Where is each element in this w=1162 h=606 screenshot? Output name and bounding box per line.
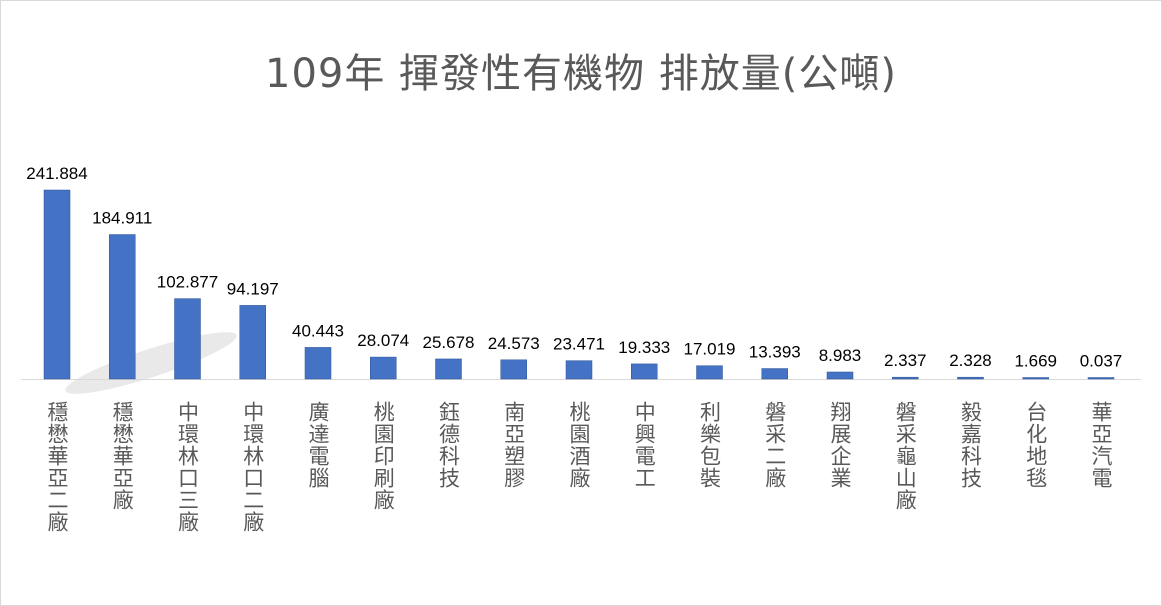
data-label-13: 8.983 bbox=[819, 346, 862, 365]
data-label-7: 25.678 bbox=[423, 333, 475, 352]
bar-13 bbox=[826, 371, 854, 380]
data-label-17: 0.037 bbox=[1080, 352, 1123, 371]
data-label-12: 13.393 bbox=[749, 343, 801, 362]
bar-5 bbox=[304, 347, 332, 380]
bar-3 bbox=[174, 298, 201, 380]
data-label-16: 1.669 bbox=[1014, 352, 1057, 371]
data-label-10: 19.333 bbox=[618, 338, 670, 357]
bar-14 bbox=[892, 376, 919, 380]
data-label-15: 2.328 bbox=[949, 351, 992, 370]
category-label-2: 穩懋華亞廠 bbox=[110, 401, 134, 511]
category-label-16: 台化地毯 bbox=[1024, 401, 1048, 489]
bar-11 bbox=[696, 365, 723, 380]
data-label-9: 23.471 bbox=[553, 335, 605, 354]
bar-2 bbox=[109, 234, 136, 380]
data-label-6: 28.074 bbox=[357, 331, 409, 350]
data-label-14: 2.337 bbox=[884, 351, 927, 370]
bar-12 bbox=[761, 368, 788, 380]
category-label-6: 桃園印刷廠 bbox=[371, 401, 395, 511]
bar-4 bbox=[239, 305, 266, 380]
category-label-3: 中環林口三廠 bbox=[176, 401, 200, 533]
data-label-4: 94.197 bbox=[227, 279, 279, 298]
data-label-3: 102.877 bbox=[157, 273, 218, 292]
data-label-8: 24.573 bbox=[488, 334, 540, 353]
category-label-14: 磐采龜山廠 bbox=[893, 401, 917, 511]
category-label-11: 利樂包裝 bbox=[698, 401, 722, 489]
category-label-5: 廣達電腦 bbox=[306, 401, 330, 489]
category-label-10: 中興電工 bbox=[632, 401, 656, 489]
category-label-13: 翔展企業 bbox=[828, 401, 852, 489]
data-label-5: 40.443 bbox=[292, 321, 344, 340]
category-label-1: 穩懋華亞二廠 bbox=[45, 401, 69, 533]
category-label-15: 毅嘉科技 bbox=[959, 401, 983, 489]
bar-1 bbox=[43, 189, 71, 380]
category-label-4: 中環林口二廠 bbox=[241, 401, 265, 533]
category-label-7: 鈺德科技 bbox=[437, 401, 461, 489]
bar-10 bbox=[631, 363, 658, 380]
data-label-2: 184.911 bbox=[92, 209, 152, 228]
bar-15 bbox=[957, 376, 984, 380]
bar-8 bbox=[500, 359, 527, 380]
bar-17 bbox=[1087, 377, 1115, 380]
category-label-17: 華亞汽電 bbox=[1089, 401, 1113, 489]
bar-16 bbox=[1022, 377, 1049, 380]
category-label-8: 南亞塑膠 bbox=[502, 401, 526, 489]
bar-shadow bbox=[65, 332, 237, 394]
bar-6 bbox=[370, 356, 397, 380]
category-label-9: 桃園酒廠 bbox=[567, 401, 591, 489]
data-label-1: 241.884 bbox=[26, 164, 87, 183]
bar-7 bbox=[435, 358, 462, 380]
bar-9 bbox=[565, 360, 593, 380]
data-label-11: 17.019 bbox=[684, 340, 736, 359]
category-label-12: 磐采二廠 bbox=[763, 401, 787, 489]
chart-title: 109年 揮發性有機物 排放量(公噸) bbox=[265, 51, 897, 97]
